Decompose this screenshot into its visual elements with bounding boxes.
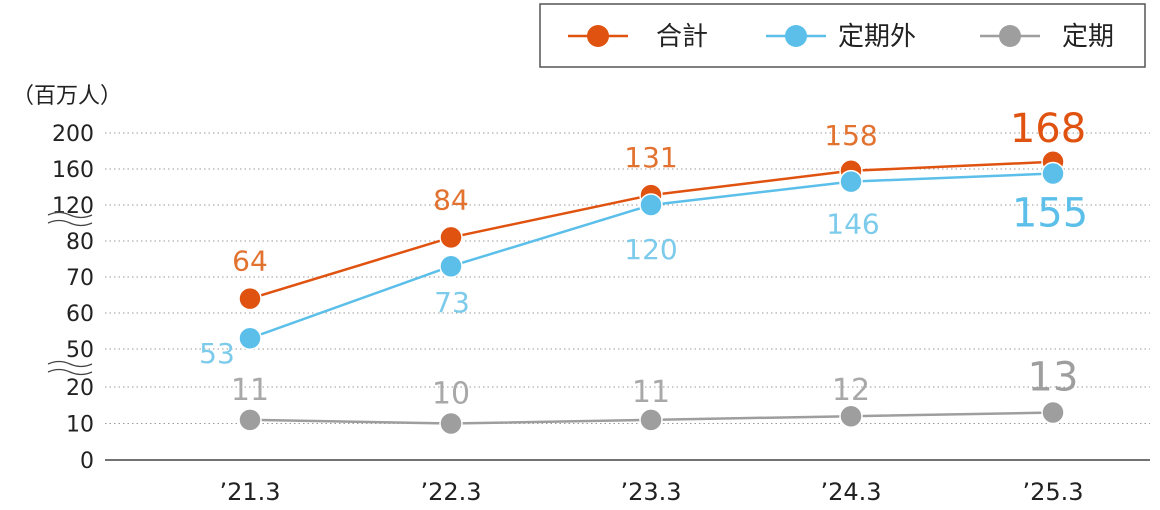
- y-tick-label: 160: [52, 158, 94, 183]
- data-label-non_commuter: 146: [826, 208, 879, 241]
- data-label-total: 131: [624, 141, 677, 174]
- x-tick-label: ’24.3: [820, 478, 881, 506]
- y-tick-label: 200: [52, 122, 94, 147]
- legend-marker-commuter: [999, 25, 1021, 47]
- legend: 合計 定期外 定期: [539, 3, 1146, 68]
- axis-break-mark: [47, 211, 93, 227]
- data-point-commuter: [1041, 400, 1065, 425]
- data-label-commuter: 11: [231, 373, 269, 408]
- y-tick-label: 120: [52, 194, 94, 219]
- data-point-total: [238, 286, 262, 311]
- x-tick-label: ’23.3: [620, 478, 681, 506]
- legend-label-commuter: 定期: [1062, 22, 1114, 52]
- data-point-non_commuter: [439, 254, 463, 278]
- data-label-total: 158: [824, 119, 877, 152]
- axis-break-mark: [47, 360, 93, 376]
- data-point-non_commuter: [238, 326, 262, 350]
- data-point-non_commuter: [839, 169, 863, 194]
- legend-marker-total: [587, 25, 609, 47]
- data-label-total: 64: [232, 245, 268, 278]
- legend-marker-non_commuter: [785, 25, 807, 47]
- data-point-non_commuter: [1041, 161, 1065, 186]
- data-label-commuter: 13: [1028, 355, 1079, 401]
- legend-label-non_commuter: 定期外: [838, 22, 916, 52]
- data-label-non_commuter: 53: [199, 337, 235, 370]
- data-point-non_commuter: [639, 193, 663, 217]
- y-tick-label: 20: [66, 376, 94, 401]
- data-label-non_commuter: 120: [624, 233, 677, 266]
- data-label-total: 168: [1010, 106, 1086, 152]
- x-tick-label: ’22.3: [420, 478, 481, 506]
- y-tick-label: 70: [66, 266, 94, 291]
- data-label-commuter: 12: [832, 373, 870, 408]
- y-tick-label: 60: [66, 302, 94, 327]
- axes: （百万人） 200 160 120 80 70 60 50 20 10 0 ’21.3 ’22.3 ’23…: [12, 84, 1150, 506]
- data-label-commuter: 11: [632, 375, 670, 410]
- grid: [105, 132, 1150, 424]
- x-tick-label: ’25.3: [1022, 478, 1083, 506]
- unit-label: （百万人）: [12, 84, 122, 109]
- series-points: [238, 150, 1065, 436]
- y-tick-label: 0: [80, 449, 94, 474]
- y-tick-label: 10: [66, 413, 94, 438]
- y-tick-label: 50: [66, 338, 94, 363]
- data-label-commuter: 10: [432, 377, 470, 412]
- series-line-total: [249, 160, 1054, 300]
- data-point-commuter: [439, 411, 463, 436]
- data-labels: 64 84 131 158 168 53 73 120 146 155 11 10 11 12 13: [199, 106, 1088, 412]
- data-point-commuter: [839, 404, 863, 428]
- data-label-non_commuter: 155: [1012, 191, 1088, 237]
- legend-box: [539, 3, 1146, 68]
- data-label-total: 84: [433, 183, 469, 216]
- legend-label-total: 合計: [656, 22, 708, 52]
- data-point-total: [439, 225, 463, 250]
- data-label-non_commuter: 73: [434, 286, 470, 319]
- x-tick-label: ’21.3: [219, 478, 280, 506]
- y-tick-label: 80: [66, 230, 94, 255]
- data-point-commuter: [639, 408, 663, 432]
- data-point-commuter: [238, 408, 262, 432]
